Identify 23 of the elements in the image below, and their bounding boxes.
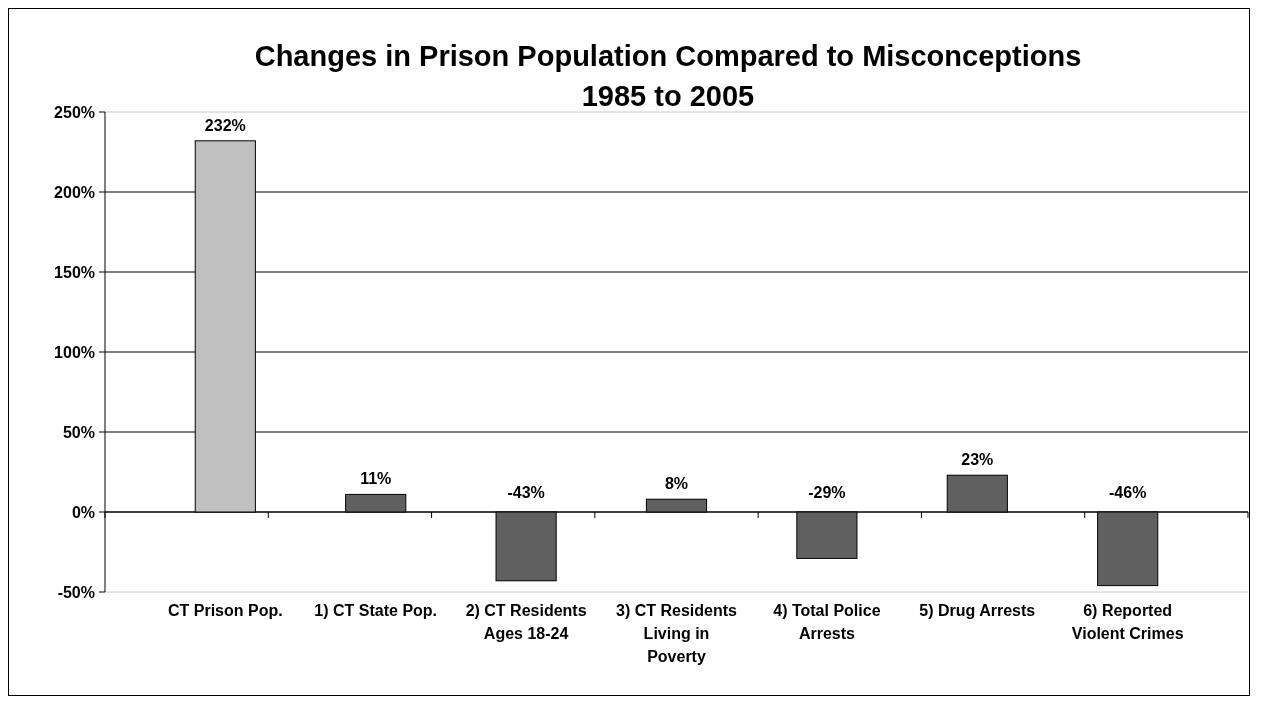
data-label: 232% (204, 116, 246, 134)
x-tick-label: 5) Drug Arrests (919, 602, 1036, 619)
y-tick-label: 100% (54, 344, 95, 361)
chart-subtitle: 1985 to 2005 (581, 80, 755, 112)
data-label: 8% (664, 475, 689, 493)
data-label: -46% (1109, 484, 1147, 501)
data-label: 11% (360, 470, 392, 488)
x-tick-label: 1) CT State Pop. (314, 602, 438, 619)
data-label: -43% (507, 484, 545, 501)
x-tick-label: 4) Total Police Arrests (773, 602, 881, 642)
y-tick-label: -50% (57, 584, 95, 601)
x-tick-label: 3) CT Residents Living in Poverty (616, 602, 738, 665)
data-label: -29% (808, 484, 846, 501)
y-tick-label: 200% (54, 184, 95, 201)
y-tick-label: 50% (62, 424, 95, 441)
x-tick-label: 2) CT Residents Ages 18-24 (465, 602, 587, 642)
y-tick-label: 0% (71, 504, 95, 521)
data-label: 23% (961, 451, 994, 469)
x-tick-label: CT Prison Pop. (167, 602, 283, 619)
x-tick-label: 6) Reported Violent Crimes (1071, 602, 1184, 642)
chart-title: Changes in Prison Population Compared to Misconceptions (254, 40, 1082, 72)
y-tick-label: 150% (54, 264, 95, 281)
y-tick-label: 250% (54, 104, 95, 121)
